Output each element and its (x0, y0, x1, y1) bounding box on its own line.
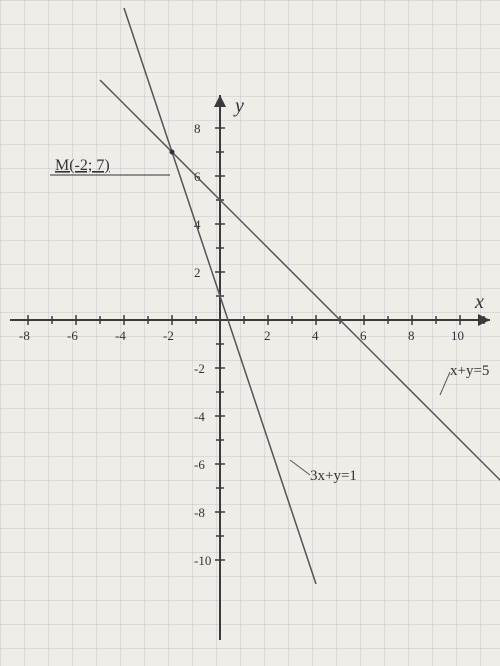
svg-text:4: 4 (312, 328, 319, 343)
svg-text:8: 8 (408, 328, 415, 343)
equation-label-line1: 3x+y=1 (310, 468, 357, 484)
graph-lines-group (100, 8, 500, 584)
svg-text:-4: -4 (115, 328, 126, 343)
svg-text:-6: -6 (67, 328, 78, 343)
x-axis (10, 314, 490, 326)
svg-text:2: 2 (264, 328, 271, 343)
intersection-point (170, 150, 175, 155)
y-axis-label: y (233, 95, 244, 117)
leader-line-2 (440, 372, 450, 395)
intersection-label: M(-2; 7) (55, 157, 110, 174)
coordinate-chart: -8-6-4-2246810 -10-8-6-4-22468 y x M(-2;… (0, 0, 500, 666)
x-axis-label: x (474, 291, 484, 313)
svg-text:2: 2 (194, 265, 201, 280)
svg-text:10: 10 (451, 328, 464, 343)
svg-text:-10: -10 (194, 553, 211, 568)
svg-text:-6: -6 (194, 457, 205, 472)
svg-text:-8: -8 (19, 328, 30, 343)
svg-text:-4: -4 (194, 409, 205, 424)
svg-text:-8: -8 (194, 505, 205, 520)
equation-label-line2: x+y=5 (450, 363, 489, 379)
svg-text:-2: -2 (163, 328, 174, 343)
graph-line-line2 (100, 80, 500, 512)
leader-line-1 (290, 460, 310, 475)
svg-text:-2: -2 (194, 361, 205, 376)
svg-text:8: 8 (194, 121, 201, 136)
